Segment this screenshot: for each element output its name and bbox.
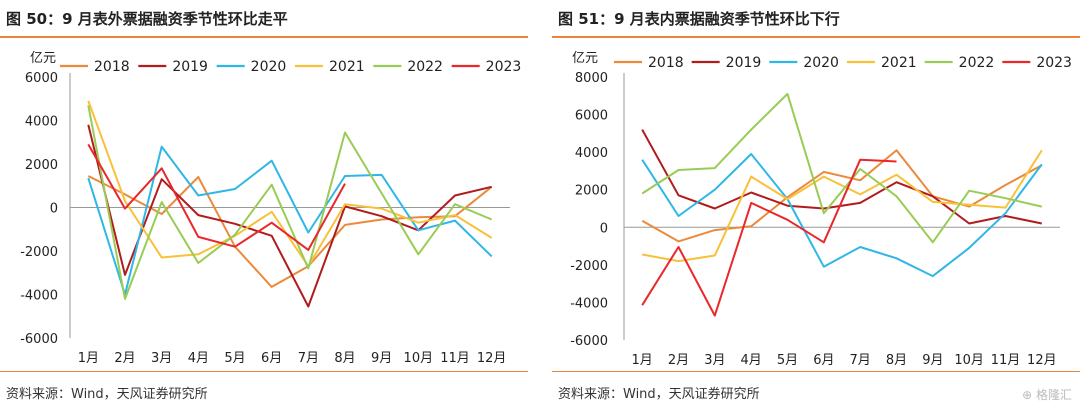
x-tick-label: 4月 xyxy=(741,353,762,368)
series-line-2019 xyxy=(641,129,1043,225)
x-tick-label: 2月 xyxy=(668,353,689,368)
x-tick-label: 5月 xyxy=(224,351,245,366)
chart-title: 图 50：9 月表外票据融资季节性环比走平 xyxy=(6,10,288,28)
y-tick-label: 4000 xyxy=(575,146,608,161)
legend-label: 2018 xyxy=(94,59,130,75)
x-tick-label: 7月 xyxy=(298,351,319,366)
series-line-2021 xyxy=(642,149,1043,263)
y-tick-label: 0 xyxy=(600,221,608,236)
x-tick-label: 3月 xyxy=(151,351,172,366)
y-tick-label: -6000 xyxy=(570,334,608,349)
y-tick-label: -2000 xyxy=(570,259,608,274)
y-tick-label: -6000 xyxy=(20,332,58,347)
y-tick-label: 2000 xyxy=(575,184,608,199)
chart-panel-50: 图 50：9 月表外票据融资季节性环比走平 亿元 -6000 -4000 -2000 0… xyxy=(0,0,528,413)
y-tick-label: 6000 xyxy=(25,71,58,86)
series-line-2022 xyxy=(641,92,1043,244)
x-tick-label: 11月 xyxy=(440,351,470,366)
legend-label: 2018 xyxy=(648,55,684,71)
series-line-2022 xyxy=(87,105,493,300)
series-line-2019 xyxy=(87,124,492,308)
y-tick-label: 0 xyxy=(50,202,58,217)
title-divider xyxy=(552,36,1080,38)
legend-label: 2022 xyxy=(407,59,443,75)
x-tick-label: 10月 xyxy=(404,351,434,366)
x-tick-label: 6月 xyxy=(813,353,834,368)
legend-label: 2021 xyxy=(329,59,365,75)
legend-label: 2023 xyxy=(1036,55,1072,71)
chart-title: 图 51：9 月表内票据融资季节性环比下行 xyxy=(558,10,840,28)
source-note: 资料来源：Wind，天风证券研究所 xyxy=(558,387,760,402)
legend-label: 2019 xyxy=(172,59,208,75)
y-tick-label: -4000 xyxy=(20,289,58,304)
x-tick-label: 11月 xyxy=(991,353,1021,368)
x-tick-label: 1月 xyxy=(78,351,99,366)
legend-label: 2022 xyxy=(959,55,995,71)
x-tick-label: 10月 xyxy=(954,353,984,368)
y-axis-label: 亿元 xyxy=(30,51,56,66)
x-tick-label: 12月 xyxy=(477,351,507,366)
legend-label: 2019 xyxy=(726,55,762,71)
x-tick-label: 5月 xyxy=(777,353,798,368)
series-line-2020 xyxy=(641,153,1043,278)
x-tick-label: 2月 xyxy=(114,351,135,366)
series-line-2018 xyxy=(87,175,493,288)
x-tick-label: 9月 xyxy=(371,351,392,366)
y-tick-label: -4000 xyxy=(570,296,608,311)
series-line-2023 xyxy=(641,158,897,317)
title-divider xyxy=(0,36,528,38)
line-chart: 亿元 -6000 -4000 -2000 0 2000 4000 6000 1月 2月 3月 4月 5月… xyxy=(20,51,522,366)
x-tick-label: 7月 xyxy=(850,353,871,368)
x-tick-label: 1月 xyxy=(632,353,653,368)
series-line-2023 xyxy=(87,143,346,251)
y-tick-label: 4000 xyxy=(25,115,58,130)
series-line-2021 xyxy=(87,100,493,268)
line-chart: 亿元 -6000 -4000 -2000 0 2000 4000 6000 8000 1月 2月 3月… xyxy=(570,51,1072,368)
watermark-logo: ⊕ 格隆汇 xyxy=(1022,388,1072,402)
legend-label: 2020 xyxy=(803,55,839,71)
y-tick-label: 2000 xyxy=(25,158,58,173)
series-line-2018 xyxy=(641,149,1043,243)
source-note: 资料来源：Wind，天风证券研究所 xyxy=(6,387,208,402)
source-divider xyxy=(552,371,1080,372)
watermark-text: 格隆汇 xyxy=(1035,388,1072,402)
y-tick-label: -2000 xyxy=(20,245,58,260)
source-divider xyxy=(0,371,528,372)
chart-panel-51: 图 51：9 月表内票据融资季节性环比下行 亿元 -6000 -4000 -2000 0… xyxy=(552,0,1080,413)
x-tick-label: 9月 xyxy=(922,353,943,368)
y-axis-label: 亿元 xyxy=(572,51,598,66)
legend-label: 2023 xyxy=(486,59,522,75)
x-tick-label: 6月 xyxy=(261,351,282,366)
legend-label: 2021 xyxy=(881,55,917,71)
legend-label: 2020 xyxy=(251,59,287,75)
x-tick-label: 8月 xyxy=(334,351,355,366)
x-tick-label: 12月 xyxy=(1027,353,1057,368)
y-tick-label: 8000 xyxy=(575,71,608,86)
series-line-2020 xyxy=(87,145,493,296)
x-tick-label: 8月 xyxy=(886,353,907,368)
x-tick-label: 3月 xyxy=(704,353,725,368)
y-tick-label: 6000 xyxy=(575,109,608,124)
x-tick-label: 4月 xyxy=(188,351,209,366)
